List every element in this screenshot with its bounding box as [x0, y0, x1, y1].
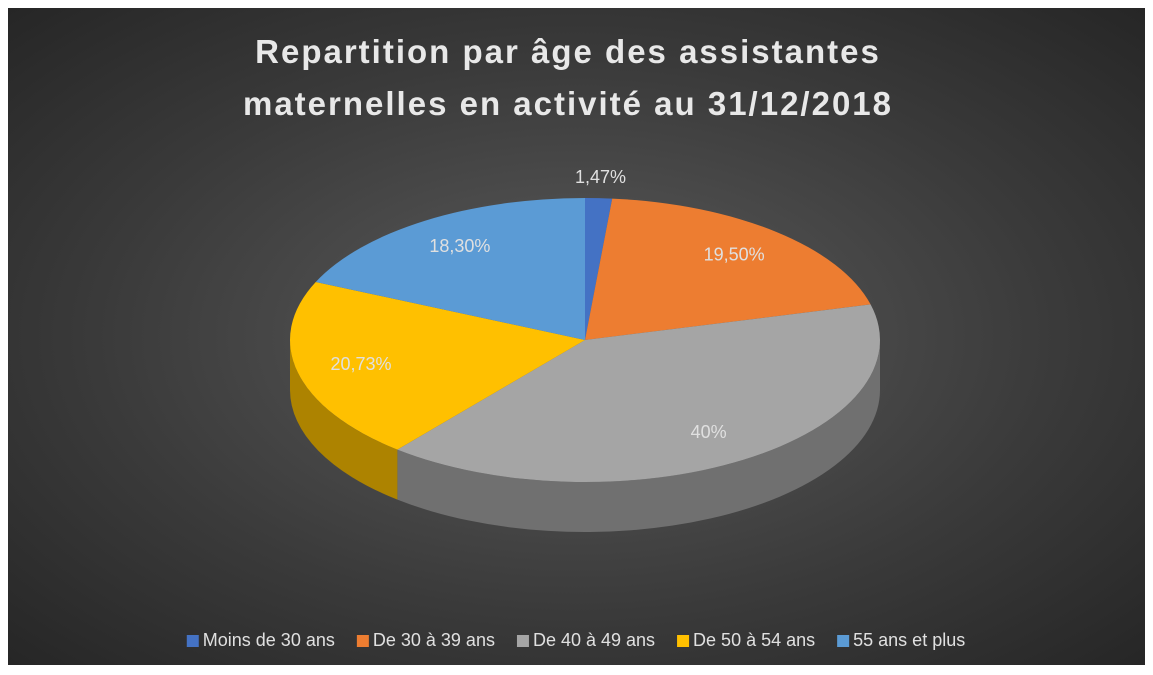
data-label: 40% — [691, 422, 727, 442]
slice — [585, 198, 613, 340]
data-label: 19,50% — [704, 244, 765, 264]
data-label: 1,47% — [575, 167, 626, 187]
chart-title: Repartition par âge des assistantes mate… — [242, 33, 894, 122]
slice-side — [290, 340, 398, 500]
slice — [315, 198, 585, 340]
legend-swatch — [837, 635, 850, 647]
legend-label: De 30 à 39 ans — [373, 630, 495, 650]
legend-label: De 50 à 54 ans — [693, 630, 815, 650]
legend-swatch — [677, 635, 690, 647]
slice-side — [397, 340, 880, 532]
slice — [585, 198, 871, 340]
legend-swatch — [356, 635, 369, 647]
legend-label: 55 ans et plus — [853, 630, 965, 650]
data-label: 20,73% — [330, 354, 391, 374]
legend-swatch — [186, 635, 199, 647]
data-label: 18,30% — [429, 236, 490, 256]
slice — [290, 281, 585, 450]
legend-label: Moins de 30 ans — [203, 630, 335, 650]
legend-label: De 40 à 49 ans — [533, 630, 655, 650]
slice — [397, 304, 880, 482]
legend-swatch — [516, 635, 529, 647]
